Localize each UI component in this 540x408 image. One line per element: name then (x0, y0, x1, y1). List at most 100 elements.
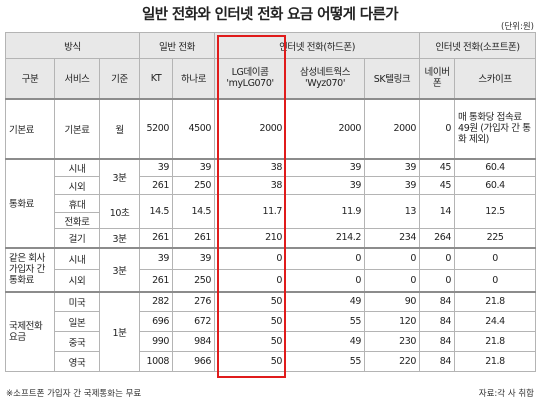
cell-sk: 90 (364, 290, 421, 312)
header-row-groups: 방식 일반 전화 인터넷 전화(하드폰) 인터넷 전화(소프트폰) (4, 32, 537, 59)
cell-skype: 60.4 (454, 176, 537, 195)
row-basis: 3분 (98, 228, 141, 248)
cell-kt: 261 (139, 176, 174, 195)
cell-lg: 38 (214, 176, 287, 195)
row-basis: 3분 (98, 246, 141, 292)
cell-skype: 21.8 (454, 290, 537, 312)
cell-hanaro: 4500 (172, 97, 216, 159)
cell-sk: 39 (364, 157, 421, 177)
cell-naver: 84 (419, 351, 456, 372)
row-service: 중국 (54, 331, 100, 352)
table-row-call-local: 통화료 시내 3분 39 39 38 39 39 45 60.4 (5, 157, 537, 248)
cell-lg: 2000 (214, 97, 287, 159)
cell-lg: 50 (214, 290, 287, 312)
cell-naver: 14 (419, 194, 456, 229)
footnote: ※소프트폰 가입자 간 국제통화는 무료 (6, 389, 142, 399)
cell-hanaro: 966 (172, 351, 216, 372)
cell-skype: 21.8 (454, 331, 537, 352)
cell-hanaro: 39 (172, 157, 216, 177)
cell-lg: 50 (214, 351, 287, 372)
cell-kt: 261 (139, 228, 174, 248)
table-row-call-mobile-3min: 걸기 3분 261 261 210 214.2 234 264 225 (6, 228, 537, 248)
cell-naver: 45 (419, 157, 456, 177)
cell-samsung: 39 (285, 176, 366, 195)
cell-kt: 282 (139, 290, 174, 312)
table-row-basic-fee: 기본료 기본료 월 5200 4500 2000 2000 2000 0 매 통… (5, 97, 537, 159)
cell-lg: 210 (214, 228, 287, 248)
cell-sk: 2000 (364, 97, 421, 159)
table-row-intl-cn: 중국 990 984 50 49 230 84 21.8 (6, 331, 537, 352)
page-title: 일반 전화와 인터넷 전화 요금 어떻게 다른가 (141, 7, 399, 23)
table-row-intl-jp: 일본 696 672 50 55 120 84 24.4 (6, 311, 537, 332)
rate-comparison-table: 방식 일반 전화 인터넷 전화(하드폰) 인터넷 전화(소프트폰) 구분 서비스… (4, 32, 537, 372)
cell-naver: 84 (419, 311, 456, 332)
table-row-same-outer: 시외 261 250 0 0 0 0 0 (6, 269, 537, 292)
row-service: 걸기 (54, 228, 100, 248)
table-row-intl-us: 국제전화 요금 미국 1분 282 276 50 49 90 84 21.8 (5, 290, 537, 372)
cell-skype: 12.5 (454, 194, 537, 229)
cell-samsung: 55 (285, 351, 366, 372)
cell-skype: 225 (454, 228, 537, 248)
cell-hanaro: 250 (172, 176, 216, 195)
cell-samsung: 55 (285, 311, 366, 332)
cell-kt: 261 (139, 269, 174, 292)
cell-naver: 0 (419, 269, 456, 292)
row-basis: 10초 (98, 194, 141, 229)
header-samsung-networks: 삼성네트웍스 'Wyz070' (285, 58, 366, 99)
table-row-intl-uk: 영국 1008 966 50 55 220 84 21.8 (6, 351, 537, 372)
cell-hanaro: 672 (172, 311, 216, 332)
header-internet-hardphone: 인터넷 전화(하드폰) (214, 32, 421, 59)
cell-samsung: 0 (285, 269, 366, 292)
cell-samsung: 2000 (285, 97, 366, 159)
row-service: 시외 (54, 176, 100, 195)
cell-kt: 1008 (139, 351, 174, 372)
header-type: 구분 (5, 58, 55, 99)
cell-sk: 120 (364, 311, 421, 332)
cell-naver: 0 (419, 97, 456, 159)
header-kt: KT (139, 58, 174, 99)
cell-hanaro: 261 (172, 228, 216, 248)
cell-samsung: 0 (285, 246, 366, 270)
cell-samsung: 49 (285, 290, 366, 312)
row-service: 휴대 (54, 194, 100, 213)
cell-lg: 0 (214, 246, 287, 270)
table-row-call-mobile: 휴대 10초 14.5 14.5 11.7 11.9 13 14 12.5 (6, 194, 537, 229)
row-basis: 월 (98, 97, 141, 159)
cell-hanaro: 276 (172, 290, 216, 312)
row-service: 시내 (54, 157, 100, 177)
cell-lg: 11.7 (214, 194, 287, 229)
row-service: 미국 (54, 290, 100, 312)
table-row-call-outer: 시외 261 250 38 39 39 45 60.4 (6, 176, 537, 195)
header-lg-dacom: LG데이콤 'myLG070' (214, 58, 287, 99)
cell-sk: 230 (364, 331, 421, 352)
cell-hanaro: 984 (172, 331, 216, 352)
cell-naver: 84 (419, 290, 456, 312)
cell-sk: 0 (364, 269, 421, 292)
cell-samsung: 11.9 (285, 194, 366, 229)
cell-skype: 24.4 (454, 311, 537, 332)
header-sk-telink: SK텔링크 (364, 58, 421, 99)
row-basis: 3분 (98, 157, 141, 195)
cell-skype: 21.8 (454, 351, 537, 372)
cell-sk: 220 (364, 351, 421, 372)
row-service: 일본 (54, 311, 100, 332)
row-service: 영국 (54, 351, 100, 372)
row-basis: 1분 (98, 290, 141, 372)
header-general-phone: 일반 전화 (139, 32, 216, 59)
cell-skype: 매 통화당 접속료 49원 (가입자 간 통화 제외) (454, 97, 537, 159)
header-basis: 기준 (98, 58, 141, 99)
cell-samsung: 39 (285, 157, 366, 177)
cell-skype: 60.4 (454, 157, 537, 177)
header-row-providers: 구분 서비스 기준 KT 하나로 LG데이콤 'myLG070' 삼성네트웍스 … (5, 58, 537, 99)
header-internet-softphone: 인터넷 전화(소프트폰) (419, 32, 537, 59)
header-naver-phone: 네이버 폰 (419, 58, 456, 99)
cell-sk: 13 (364, 194, 421, 229)
row-service: 기본료 (54, 97, 100, 159)
unit-label: (단위:원) (501, 22, 534, 32)
cell-skype: 0 (454, 269, 537, 292)
cell-kt: 39 (139, 246, 174, 270)
row-type-basic: 기본료 (5, 97, 55, 159)
table-row-same-local: 같은 회사 가입자 간 통화료 시내 3분 39 39 0 0 0 0 0 (5, 246, 537, 292)
cell-lg: 0 (214, 269, 287, 292)
